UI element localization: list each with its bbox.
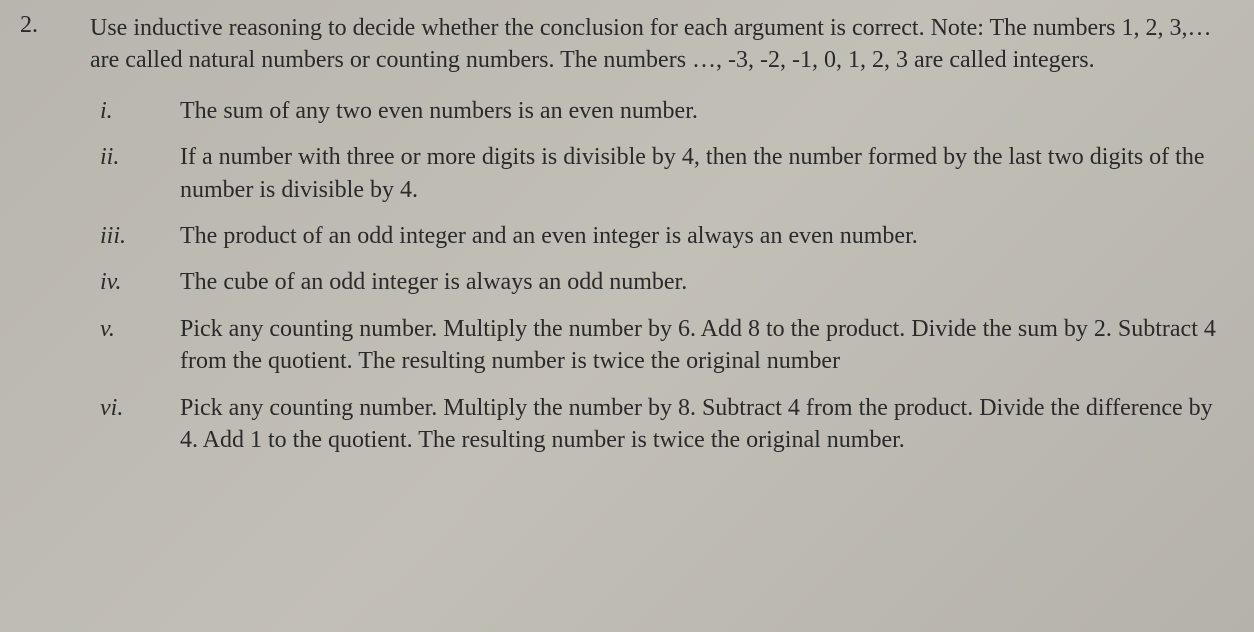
items-list: i. The sum of any two even numbers is an… — [90, 95, 1224, 457]
item-label: v. — [100, 313, 180, 378]
item-text: The product of an odd integer and an eve… — [180, 220, 1224, 252]
item-label: vi. — [100, 392, 180, 457]
list-item: vi. Pick any counting number. Multiply t… — [100, 392, 1224, 457]
list-item: iii. The product of an odd integer and a… — [100, 220, 1224, 252]
item-text: The sum of any two even numbers is an ev… — [180, 95, 1224, 127]
list-item: iv. The cube of an odd integer is always… — [100, 266, 1224, 298]
list-item: i. The sum of any two even numbers is an… — [100, 95, 1224, 127]
question-number: 2. — [20, 12, 50, 470]
question-container: 2. Use inductive reasoning to decide whe… — [20, 12, 1224, 470]
item-text: The cube of an odd integer is always an … — [180, 266, 1224, 298]
list-item: v. Pick any counting number. Multiply th… — [100, 313, 1224, 378]
item-label: iii. — [100, 220, 180, 252]
question-body: Use inductive reasoning to decide whethe… — [90, 12, 1224, 470]
item-label: ii. — [100, 141, 180, 206]
question-intro: Use inductive reasoning to decide whethe… — [90, 12, 1224, 77]
item-label: iv. — [100, 266, 180, 298]
item-text: Pick any counting number. Multiply the n… — [180, 392, 1224, 457]
item-label: i. — [100, 95, 180, 127]
list-item: ii. If a number with three or more digit… — [100, 141, 1224, 206]
item-text: Pick any counting number. Multiply the n… — [180, 313, 1224, 378]
item-text: If a number with three or more digits is… — [180, 141, 1224, 206]
